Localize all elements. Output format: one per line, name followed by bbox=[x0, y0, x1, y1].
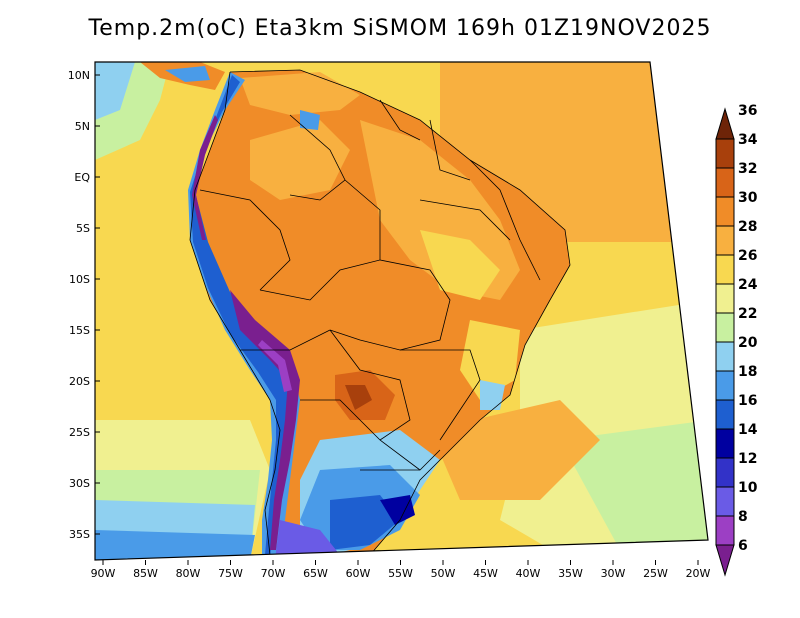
colorbar-segment bbox=[715, 254, 735, 285]
south-america-land bbox=[188, 70, 570, 560]
lat-tick-label: 15S bbox=[69, 324, 90, 337]
colorbar-label: 22 bbox=[738, 306, 757, 322]
colorbar-segment bbox=[715, 196, 735, 227]
lat-tick-label: 25S bbox=[69, 426, 90, 439]
colorbar-segment bbox=[715, 138, 735, 169]
colorbar-label: 10 bbox=[738, 480, 758, 496]
colorbar-label: 18 bbox=[738, 364, 757, 380]
colorbar: 6 8 10 12 14 16 18 20 22 24 26 28 30 32 34 36 bbox=[715, 103, 758, 577]
lon-tick-label: 35W bbox=[558, 567, 583, 580]
colorbar-label: 26 bbox=[738, 248, 757, 264]
colorbar-segment bbox=[715, 399, 735, 430]
lon-tick-label: 25W bbox=[643, 567, 668, 580]
colorbar-segment bbox=[715, 283, 735, 314]
colorbar-label: 32 bbox=[738, 161, 757, 177]
lon-tick-label: 50W bbox=[431, 567, 456, 580]
lon-tick-label: 40W bbox=[516, 567, 541, 580]
colorbar-segment bbox=[715, 428, 735, 459]
colorbar-segment bbox=[715, 515, 735, 546]
colorbar-segment bbox=[715, 225, 735, 256]
colorbar-label: 12 bbox=[738, 451, 757, 467]
colorbar-upper-arrow bbox=[715, 107, 735, 140]
colorbar-segment bbox=[715, 457, 735, 488]
colorbar-label: 24 bbox=[738, 277, 758, 293]
colorbar-label: 36 bbox=[738, 103, 757, 119]
colorbar-label: 20 bbox=[738, 335, 758, 351]
lon-tick-label: 85W bbox=[133, 567, 158, 580]
colorbar-label: 14 bbox=[738, 422, 758, 438]
lat-tick-label: EQ bbox=[74, 171, 90, 184]
colorbar-segment bbox=[715, 312, 735, 343]
lon-tick-label: 20W bbox=[686, 567, 711, 580]
lat-tick-label: 5N bbox=[75, 120, 90, 133]
longitude-axis: 90W 85W 80W 75W 70W 65W 60W 55W 50W 45W 40W 35W 30W 2… bbox=[91, 560, 711, 580]
colorbar-segment bbox=[715, 167, 735, 198]
lat-tick-label: 5S bbox=[76, 222, 90, 235]
lon-tick-label: 60W bbox=[346, 567, 371, 580]
lat-tick-label: 30S bbox=[69, 477, 90, 490]
colorbar-lower-arrow bbox=[715, 544, 735, 577]
temperature-field bbox=[95, 62, 708, 560]
colorbar-label: 30 bbox=[738, 190, 758, 206]
colorbar-label: 16 bbox=[738, 393, 757, 409]
colorbar-label: 28 bbox=[738, 219, 757, 235]
colorbar-segment bbox=[715, 486, 735, 517]
map-title: Temp.2m(oC) Eta3km SiSMOM 169h 01Z19NOV2… bbox=[88, 16, 712, 41]
lon-tick-label: 70W bbox=[261, 567, 286, 580]
colorbar-segment bbox=[715, 341, 735, 372]
lon-tick-label: 80W bbox=[176, 567, 201, 580]
lon-tick-label: 75W bbox=[218, 567, 243, 580]
lon-tick-label: 55W bbox=[388, 567, 413, 580]
lon-tick-label: 90W bbox=[91, 567, 116, 580]
country-borders bbox=[189, 69, 571, 556]
lat-tick-label: 20S bbox=[69, 375, 90, 388]
lat-tick-label: 35S bbox=[69, 528, 90, 541]
lon-tick-label: 30W bbox=[601, 567, 626, 580]
plot-frame bbox=[94, 61, 709, 561]
lat-tick-label: 10N bbox=[68, 69, 90, 82]
colorbar-segment bbox=[715, 370, 735, 401]
colorbar-label: 6 bbox=[738, 538, 748, 554]
latitude-axis: 10N 5N EQ 5S 10S 15S 20S 25S 30S 35S bbox=[68, 69, 100, 541]
lon-tick-label: 45W bbox=[473, 567, 498, 580]
colorbar-label: 34 bbox=[738, 132, 758, 148]
colorbar-label: 8 bbox=[738, 509, 748, 525]
lon-tick-label: 65W bbox=[303, 567, 328, 580]
lat-tick-label: 10S bbox=[69, 273, 90, 286]
